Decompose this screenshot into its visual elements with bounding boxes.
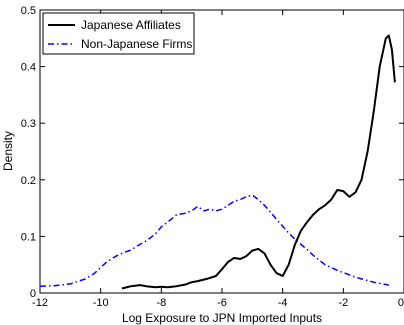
legend-box: [42, 12, 195, 55]
series-layer: [39, 34, 396, 290]
plot-area: [39, 9, 404, 294]
y-tick-label: 0: [30, 288, 36, 300]
series-line-japanese-affiliates: [121, 34, 396, 290]
y-axis-label: Density: [1, 131, 15, 171]
x-tick-label: 0: [398, 297, 404, 309]
legend: Japanese Affiliates Non-Japanese Firms: [42, 12, 195, 55]
y-tick-label: 0.5: [21, 5, 36, 17]
x-axis: -12 -10 -8 -6 -4 -2 0: [32, 10, 404, 309]
y-tick-label: 0.4: [21, 62, 36, 74]
x-tick-label: -6: [217, 297, 227, 309]
y-tick-label: 0.3: [21, 118, 36, 130]
x-axis-label: Log Exposure to JPN Imported Inputs: [122, 311, 322, 325]
y-axis: 0 0.1 0.2 0.3 0.4 0.5: [21, 5, 404, 300]
x-tick-label: -8: [156, 297, 166, 309]
x-tick-label: -2: [338, 297, 348, 309]
legend-label-japanese-affiliates: Japanese Affiliates: [81, 18, 181, 32]
x-tick-label: -10: [93, 297, 109, 309]
y-tick-label: 0.1: [21, 231, 36, 243]
legend-label-non-japanese-firms: Non-Japanese Firms: [81, 37, 192, 51]
y-tick-label: 0.2: [21, 175, 36, 187]
x-tick-label: -4: [278, 297, 288, 309]
x-tick-label: -12: [32, 297, 48, 309]
series-line-non-japanese-firms: [39, 194, 389, 287]
